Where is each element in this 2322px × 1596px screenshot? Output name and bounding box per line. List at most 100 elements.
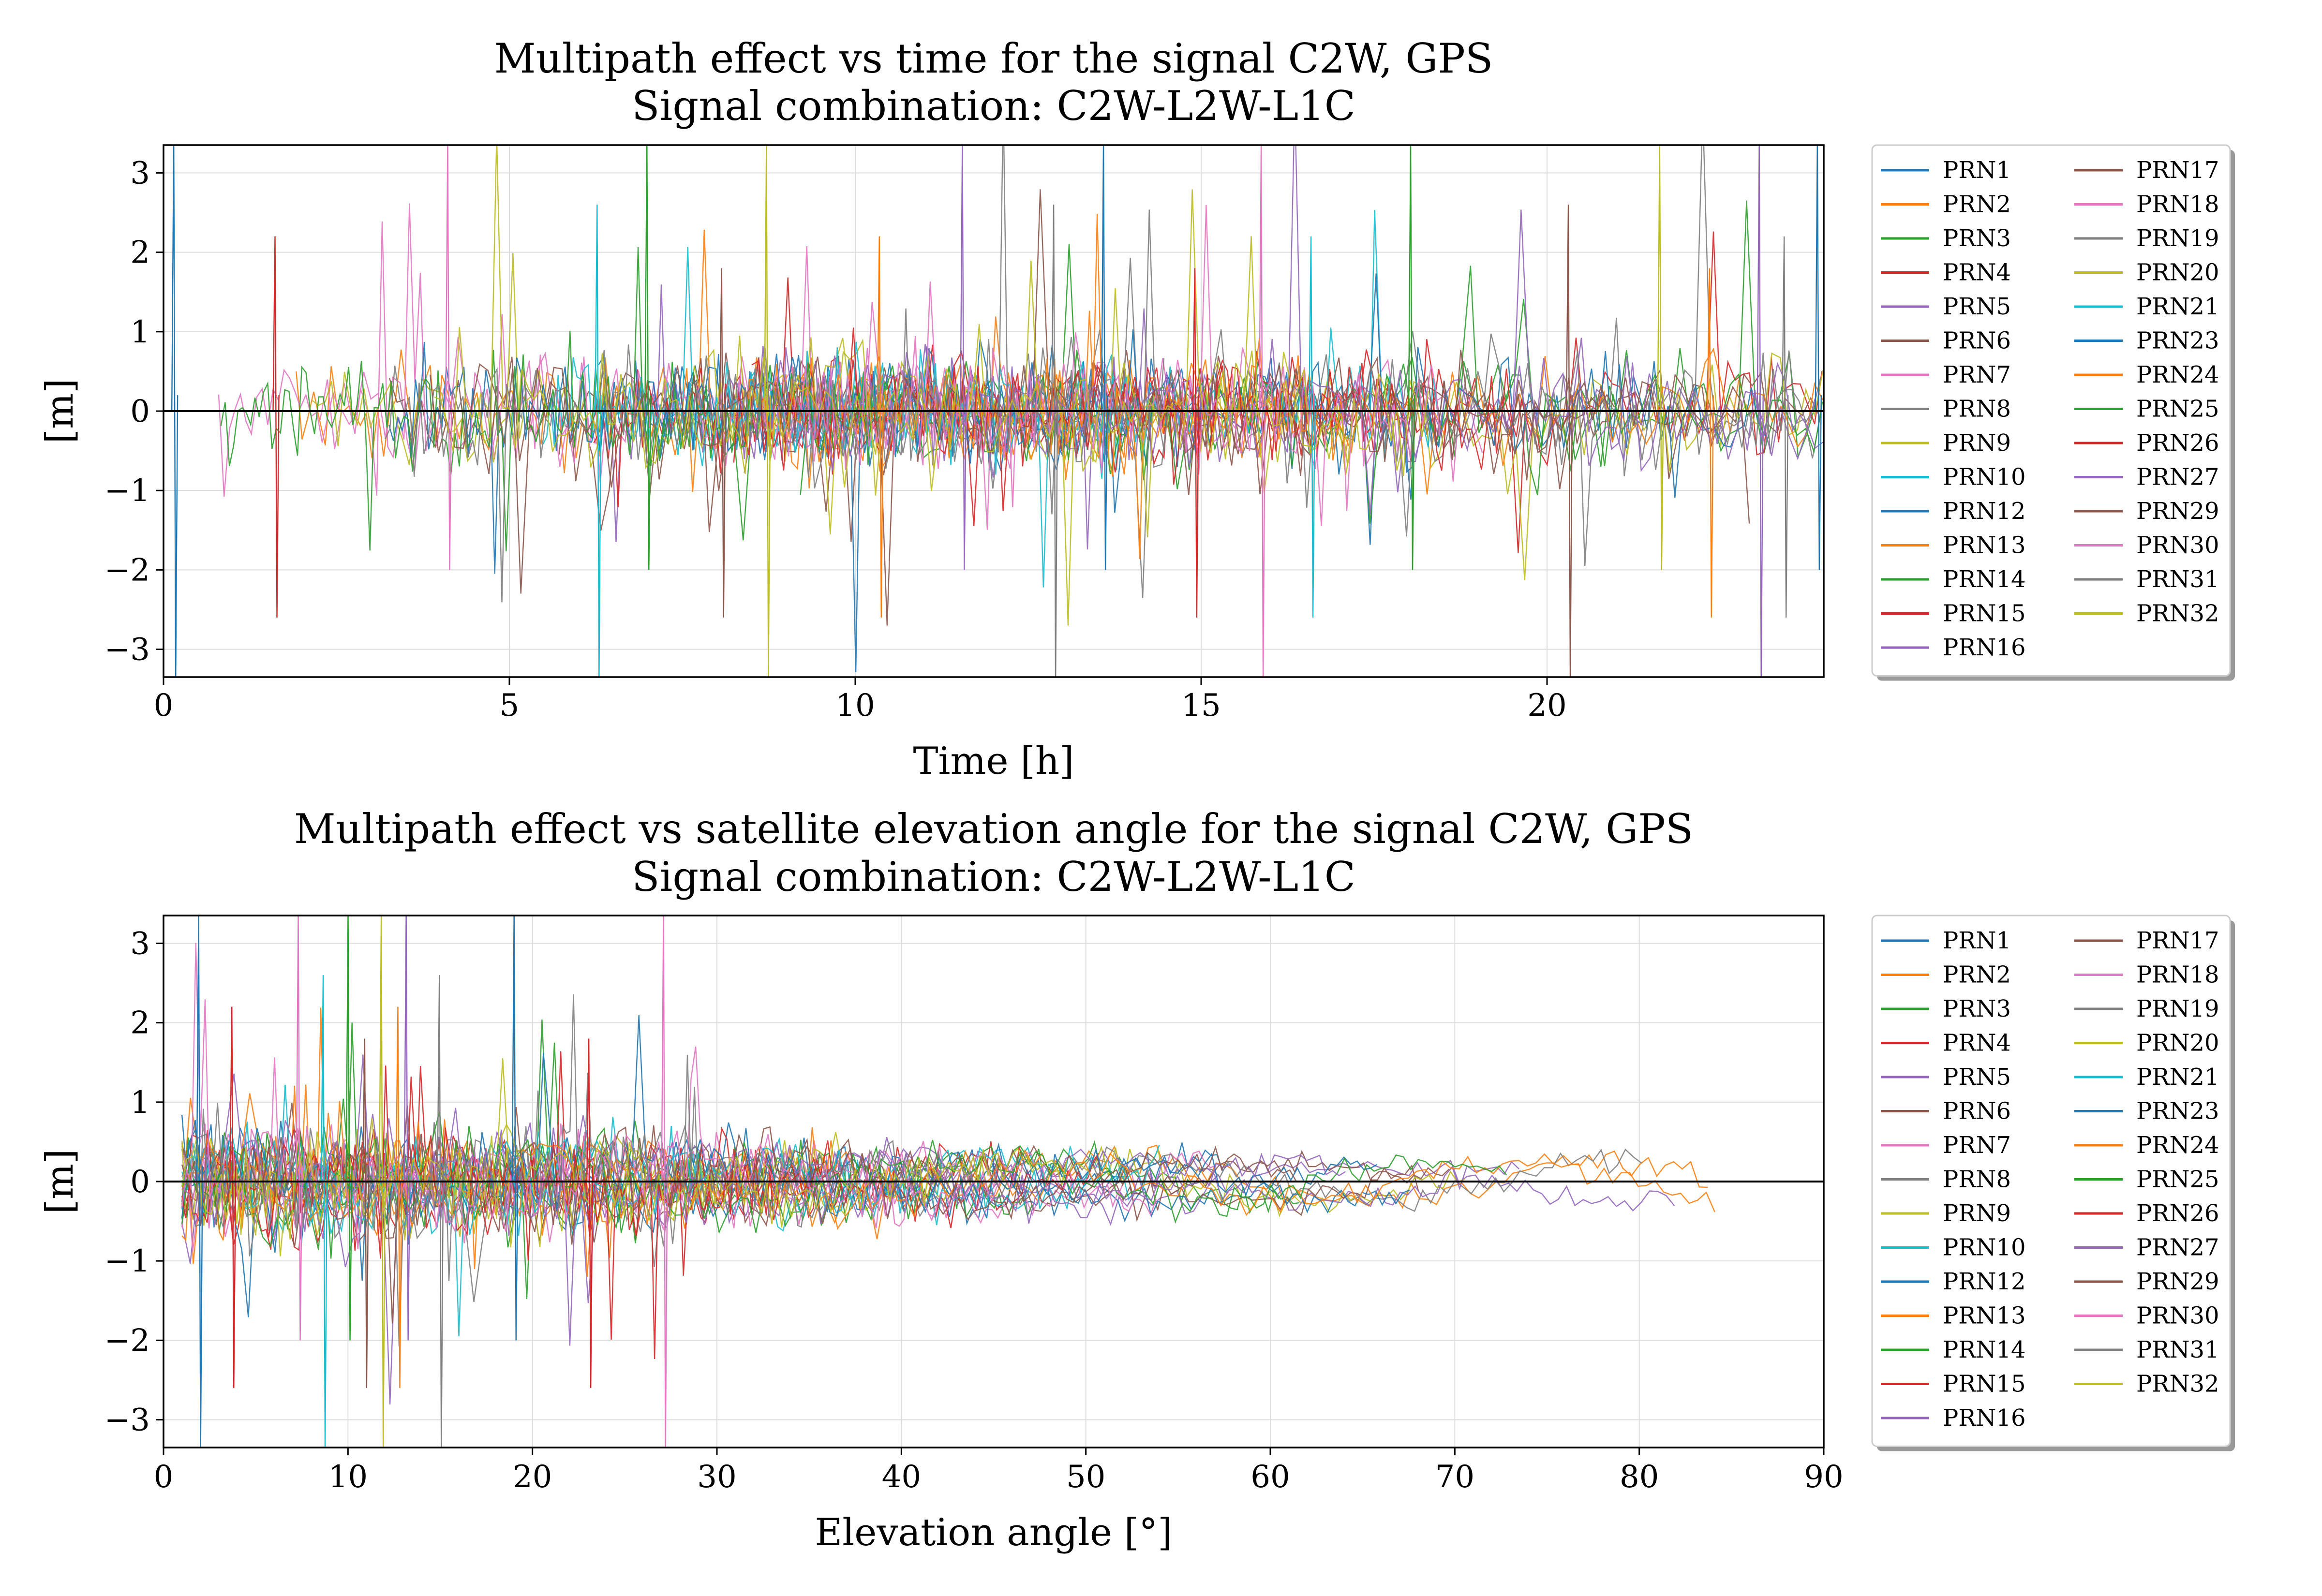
series-spike <box>362 1038 370 1388</box>
legend-label: PRN25 <box>2136 1166 2219 1193</box>
legend-label: PRN13 <box>1943 532 2026 559</box>
series-spike <box>586 1038 594 1388</box>
legend-label: PRN16 <box>1943 634 2026 661</box>
legend-label: PRN24 <box>2136 361 2219 388</box>
series-spike <box>437 975 444 1448</box>
y-tick-label: −3 <box>104 632 150 668</box>
y-tick-label: −2 <box>104 1323 150 1359</box>
series-spike <box>644 145 652 570</box>
legend-label: PRN1 <box>1943 927 2011 954</box>
y-tick-label: 2 <box>130 1005 150 1041</box>
series-line-prn30 <box>181 943 1016 1249</box>
x-axis-label: Elevation angle [°] <box>815 1511 1172 1554</box>
legend-box <box>1871 915 2231 1447</box>
series-spike <box>395 1006 402 1388</box>
series-spike <box>960 145 967 570</box>
legend-label: PRN3 <box>1943 995 2011 1022</box>
series-spike <box>403 916 411 1341</box>
legend-label: PRN19 <box>2136 995 2219 1022</box>
legend-label: PRN9 <box>1943 429 2011 457</box>
series-spike <box>296 916 303 1341</box>
series-spike <box>1408 145 1415 570</box>
series-line-prn21 <box>542 341 1147 475</box>
series-line-prn16 <box>744 145 1823 515</box>
x-tick-label: 30 <box>697 1459 736 1495</box>
x-tick-label: 20 <box>513 1459 552 1495</box>
legend-label: PRN27 <box>2136 1234 2219 1261</box>
legend-label: PRN6 <box>1943 1098 2011 1125</box>
legend-label: PRN20 <box>2136 1030 2219 1057</box>
legend-label: PRN30 <box>2136 532 2219 559</box>
series-spike <box>272 236 280 618</box>
series-spike <box>1815 145 1822 570</box>
legend-label: PRN27 <box>2136 464 2219 491</box>
legend-label: PRN9 <box>1943 1200 2011 1227</box>
legend-box <box>1871 144 2231 677</box>
series-spike <box>1782 236 1789 618</box>
series-spike <box>320 975 328 1448</box>
x-tick-label: 50 <box>1066 1459 1105 1495</box>
series-spike <box>1657 145 1664 570</box>
series-line-prn25 <box>220 247 903 552</box>
y-axis-label: [m] <box>38 1149 82 1214</box>
series-line-prn29 <box>181 1107 1297 1324</box>
chart-2: Multipath effect vs satellite elevation … <box>38 805 2235 1554</box>
legend-label: PRN21 <box>2136 293 2219 320</box>
series-line-prn31 <box>384 145 1165 603</box>
series-spike <box>1051 205 1058 677</box>
x-tick-label: 90 <box>1804 1459 1843 1495</box>
legend-label: PRN32 <box>2136 600 2219 627</box>
legend-label: PRN24 <box>2136 1132 2219 1159</box>
legend-label: PRN26 <box>2136 1200 2219 1227</box>
x-tick-label: 5 <box>500 688 520 724</box>
legend-label: PRN25 <box>2136 396 2219 423</box>
chart-title: Multipath effect vs time for the signal … <box>494 35 1493 82</box>
y-tick-label: 0 <box>130 394 150 429</box>
series-line-prn24 <box>181 1137 1715 1230</box>
x-tick-label: 20 <box>1527 688 1566 724</box>
legend-label: PRN2 <box>1943 191 2011 218</box>
legend-label: PRN5 <box>1943 1064 2011 1091</box>
series-spike <box>345 916 353 1341</box>
series-group <box>171 145 1824 677</box>
x-tick-label: 80 <box>1620 1459 1659 1495</box>
x-tick-label: 60 <box>1250 1459 1290 1495</box>
y-tick-label: 1 <box>130 314 150 350</box>
legend-label: PRN31 <box>2136 1336 2219 1363</box>
series-group <box>181 916 1715 1448</box>
legend-label: PRN29 <box>2136 498 2219 525</box>
legend-label: PRN18 <box>2136 961 2219 989</box>
y-tick-label: −1 <box>104 1243 150 1279</box>
x-tick-label: 0 <box>154 1459 174 1495</box>
series-spike <box>229 1006 237 1388</box>
chart-subtitle: Signal combination: C2W-L2W-L1C <box>632 82 1355 130</box>
series-spike <box>445 145 452 570</box>
y-tick-label: 0 <box>130 1164 150 1200</box>
series-line-prn23 <box>181 1015 1410 1219</box>
legend-label: PRN10 <box>1943 1234 2026 1261</box>
y-tick-label: −2 <box>104 552 150 588</box>
legend-label: PRN4 <box>1943 259 2011 286</box>
y-axis-label: [m] <box>38 379 82 444</box>
series-line-prn5 <box>181 1108 1675 1303</box>
series-line-prn30 <box>762 336 1441 527</box>
legend-label: PRN1 <box>1943 157 2011 184</box>
legend-label: PRN15 <box>1943 600 2026 627</box>
legend-label: PRN16 <box>1943 1404 2026 1432</box>
legend-label: PRN14 <box>1943 1336 2026 1363</box>
legend-label: PRN29 <box>2136 1268 2219 1295</box>
series-spike <box>1565 205 1573 677</box>
legend-label: PRN20 <box>2136 259 2219 286</box>
y-tick-label: 3 <box>130 155 150 191</box>
legend-label: PRN23 <box>2136 1098 2219 1125</box>
legend-label: PRN30 <box>2136 1302 2219 1330</box>
series-spike <box>1707 268 1714 618</box>
legend-label: PRN5 <box>1943 293 2011 320</box>
x-tick-label: 10 <box>835 688 875 724</box>
y-tick-label: −3 <box>104 1403 150 1438</box>
legend-label: PRN2 <box>1943 961 2011 989</box>
legend-label: PRN3 <box>1943 225 2011 252</box>
series-spike <box>877 236 884 618</box>
legend-label: PRN8 <box>1943 396 2011 423</box>
